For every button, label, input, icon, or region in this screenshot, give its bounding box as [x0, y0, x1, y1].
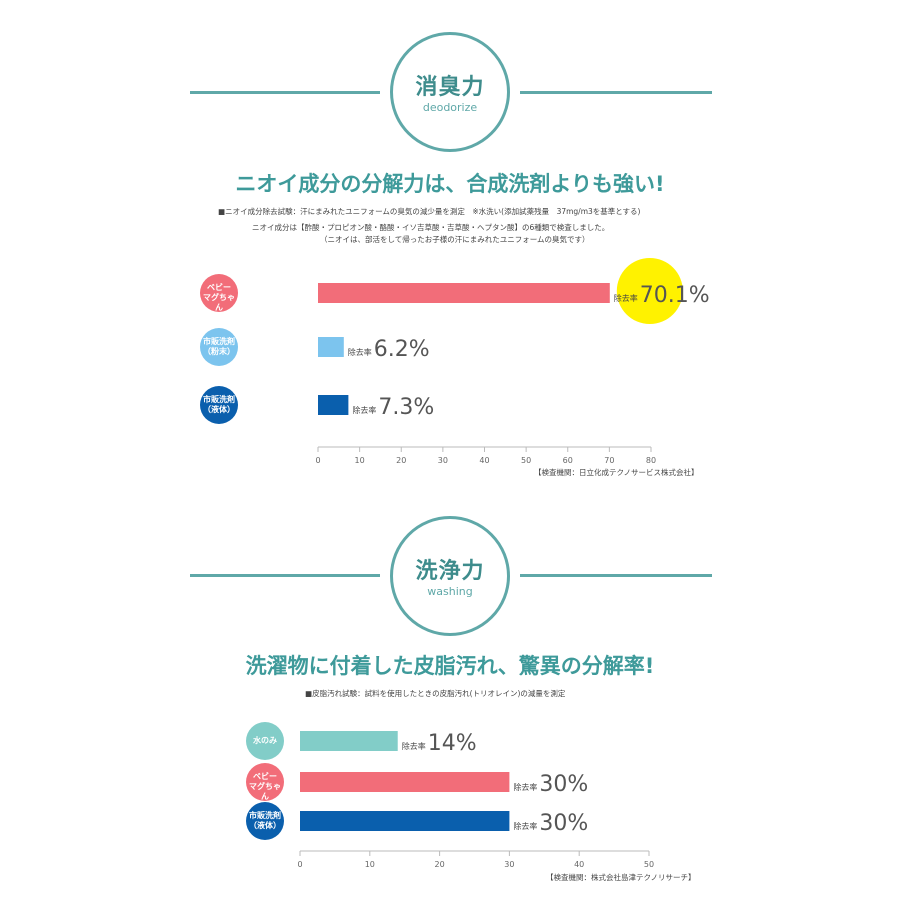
- section1-note-3: （ニオイは、部活をして帰ったお子様の汗にまみれたユニフォームの臭気です）: [320, 235, 590, 244]
- value-prefix-label: 除去率: [348, 347, 372, 357]
- category-badge: 市販洗剤 （粉末）: [200, 328, 238, 366]
- category-label: 市販洗剤: [249, 811, 281, 820]
- data-label: 70.1%: [640, 283, 710, 308]
- section2-source: 【検査機関：株式会社島津テクノリサーチ】: [546, 873, 696, 882]
- x-tick-label: 80: [646, 456, 656, 465]
- x-tick-label: 40: [479, 456, 489, 465]
- category-label: マグちゃん: [203, 293, 235, 312]
- section1-title: 消臭力: [415, 75, 485, 100]
- category-label: （液体）: [203, 405, 235, 414]
- category-badge: 水のみ: [246, 722, 284, 760]
- category-label: ベビー: [253, 772, 277, 781]
- x-tick-label: 60: [563, 456, 573, 465]
- category-label: 市販洗剤: [203, 395, 235, 404]
- data-label: 6.2%: [374, 337, 430, 362]
- section1-left-rule: [190, 91, 380, 94]
- x-tick-label: 20: [396, 456, 406, 465]
- section1-subtitle: deodorize: [422, 101, 478, 114]
- x-tick-label: 50: [521, 456, 531, 465]
- data-label: 7.3%: [378, 395, 434, 420]
- section2-title: 洗浄力: [415, 559, 485, 584]
- value-prefix-label: 除去率: [614, 293, 638, 303]
- category-label: （液体）: [249, 821, 281, 830]
- section2-title-circle: 洗浄力 washing: [390, 516, 510, 636]
- section1-headline: ニオイ成分の分解力は、合成洗剤よりも強い!: [235, 172, 665, 196]
- category-badge: 市販洗剤 （液体）: [246, 802, 284, 840]
- x-tick-label: 30: [438, 456, 448, 465]
- section1-note-1: ■ニオイ成分除去試験：汗にまみれたユニフォームの臭気の減少量を測定 ※水洗い(添…: [218, 207, 641, 216]
- x-tick-label: 70: [604, 456, 614, 465]
- section2-left-rule: [190, 574, 380, 577]
- section2-right-rule: [520, 574, 712, 577]
- bar: [318, 395, 349, 415]
- category-badge: 市販洗剤 （液体）: [200, 386, 238, 424]
- category-label: ベビー: [207, 283, 231, 292]
- value-prefix-label: 除去率: [352, 405, 376, 415]
- section1-right-rule: [520, 91, 712, 94]
- section1-title-circle: 消臭力 deodorize: [390, 32, 510, 152]
- bar: [318, 283, 610, 303]
- x-tick-label: 0: [315, 456, 320, 465]
- section2-headline: 洗濯物に付着した皮脂汚れ、驚異の分解率!: [245, 654, 655, 678]
- bar: [318, 337, 344, 357]
- section2-subtitle: washing: [427, 585, 473, 598]
- section1-source: 【検査機関：日立化成テクノサービス株式会社】: [534, 468, 699, 477]
- category-label: （粉末）: [203, 347, 235, 356]
- category-badge: ベビー マグちゃん: [200, 274, 238, 312]
- highlight-circle: [616, 258, 683, 324]
- section1-note-2: ニオイ成分は【酢酸・プロピオン酸・酪酸・イソ吉草酸・吉草酸・ヘプタン酸】の6種類…: [252, 223, 610, 232]
- category-label: 水のみ: [253, 736, 277, 745]
- category-label: マグちゃん: [249, 782, 281, 801]
- category-label: 市販洗剤: [203, 337, 235, 346]
- category-badge: ベビー マグちゃん: [246, 763, 284, 801]
- x-tick-label: 10: [355, 456, 365, 465]
- section2-note-1: ■皮脂汚れ試験：試料を使用したときの皮脂汚れ(トリオレイン)の減量を測定: [305, 689, 566, 698]
